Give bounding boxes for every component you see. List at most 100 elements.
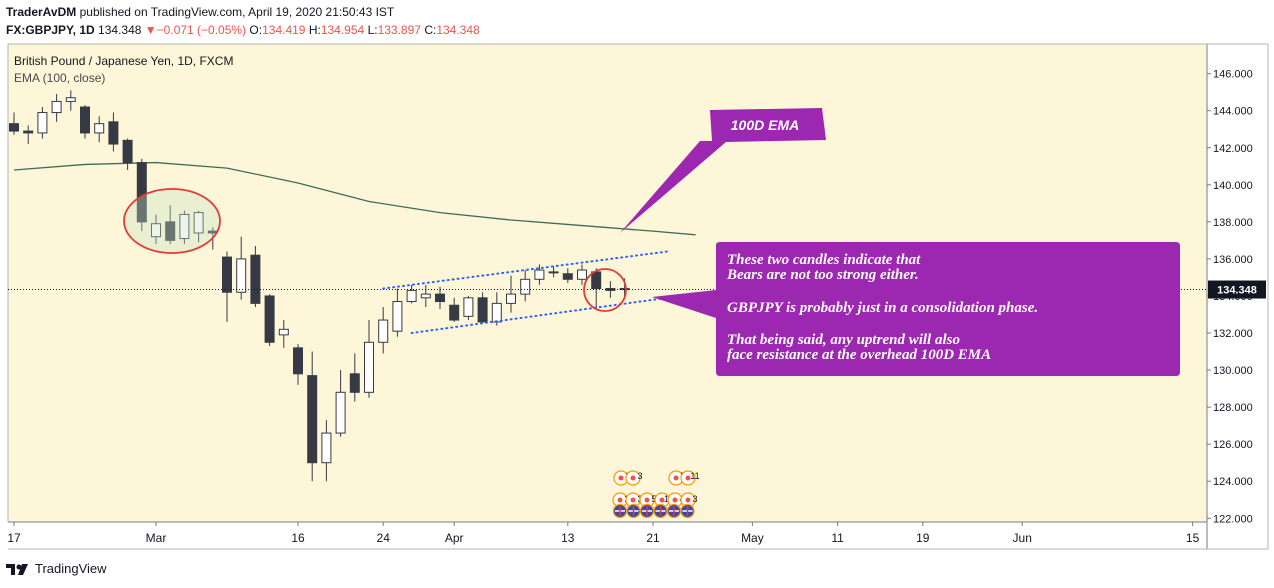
candle bbox=[23, 125, 34, 145]
candle-body bbox=[392, 301, 403, 332]
symbol-label: FX:GBPJPY, 1D bbox=[6, 23, 95, 37]
x-tick-label: Mar bbox=[146, 531, 167, 545]
candle bbox=[108, 112, 119, 152]
chart-legend-indicator: EMA (100, close) bbox=[14, 71, 105, 85]
candle bbox=[420, 284, 431, 308]
last-price-badge bbox=[1208, 280, 1266, 299]
candle-body bbox=[491, 302, 502, 323]
candle bbox=[37, 106, 48, 139]
chart-legend-instrument: British Pound / Japanese Yen, 1D, FXCM bbox=[14, 54, 233, 68]
candle-body bbox=[37, 112, 48, 134]
candle bbox=[463, 295, 474, 321]
candles-circle-april bbox=[583, 268, 627, 312]
candle bbox=[477, 292, 488, 323]
candle-body bbox=[435, 293, 445, 303]
ohlc-line: FX:GBPJPY, 1D 134.348 ▼−0.071 (−0.05%) O… bbox=[6, 23, 480, 37]
candle-body bbox=[619, 288, 630, 291]
candle bbox=[435, 286, 445, 309]
note-callout-line: That being said, any uptrend will also bbox=[727, 332, 960, 348]
candle-body bbox=[80, 106, 90, 134]
candle bbox=[392, 288, 403, 337]
y-tick-label: 142.000 bbox=[1213, 143, 1253, 155]
candle bbox=[534, 264, 545, 285]
candle-body bbox=[321, 432, 332, 464]
footer-brand[interactable]: TradingView bbox=[6, 561, 107, 576]
y-tick-label: 128.000 bbox=[1213, 402, 1253, 414]
candle bbox=[349, 353, 360, 402]
x-tick-label: 13 bbox=[561, 531, 575, 545]
candle-body bbox=[264, 295, 275, 343]
candle-body bbox=[548, 271, 559, 274]
publish-info: published on TradingView.com, April 19, … bbox=[79, 5, 395, 19]
candle bbox=[406, 284, 417, 304]
candle bbox=[236, 236, 247, 300]
event-marker-dot bbox=[630, 475, 636, 481]
candle-body bbox=[278, 328, 289, 336]
candle-body bbox=[463, 297, 474, 317]
candle-body bbox=[136, 162, 147, 223]
candle bbox=[278, 320, 289, 348]
candle bbox=[307, 351, 318, 482]
candle-body bbox=[364, 341, 374, 393]
x-tick-label: 21 bbox=[646, 531, 660, 545]
last-price-badge-label: 134.348 bbox=[1217, 285, 1257, 297]
candle-body bbox=[108, 121, 119, 145]
y-tick-label: 146.000 bbox=[1213, 69, 1253, 81]
candle bbox=[51, 94, 62, 122]
candle-body bbox=[9, 123, 19, 132]
note-callout-line: GBPJPY is probably just in a consolidati… bbox=[727, 300, 1038, 316]
candle-body bbox=[236, 258, 247, 293]
candle bbox=[293, 344, 303, 385]
x-tick-label: 15 bbox=[1186, 531, 1200, 545]
candle-body bbox=[23, 130, 34, 134]
event-marker-dot bbox=[617, 497, 623, 503]
ema-layer bbox=[13, 161, 696, 236]
candle bbox=[506, 275, 516, 313]
ema-callout-shape bbox=[620, 108, 826, 233]
note-callout-line: These two candles indicate that bbox=[727, 252, 921, 268]
low-label: L: bbox=[367, 23, 378, 37]
candle bbox=[577, 264, 587, 285]
last-price: 134.348 bbox=[98, 23, 142, 37]
candle bbox=[151, 214, 161, 245]
y-tick-label: 122.000 bbox=[1213, 513, 1253, 525]
event-marker-dot bbox=[685, 497, 691, 503]
candle bbox=[179, 210, 190, 245]
candle-body bbox=[406, 289, 417, 303]
close-value: 134.348 bbox=[436, 23, 480, 37]
down-arrow-icon: ▼ bbox=[144, 23, 157, 37]
candle-body bbox=[193, 212, 204, 234]
candle bbox=[321, 420, 332, 482]
author-name[interactable]: TraderAvDM bbox=[6, 5, 77, 19]
y-tick-label: 126.000 bbox=[1213, 439, 1253, 451]
event-marker-dot bbox=[673, 475, 679, 481]
candle-body bbox=[165, 221, 176, 241]
high-value: 134.954 bbox=[320, 23, 365, 37]
price-change: −0.071 (−0.05%) bbox=[156, 23, 247, 37]
candle bbox=[9, 112, 19, 135]
candle bbox=[122, 138, 133, 170]
candle bbox=[136, 158, 147, 232]
candle-body bbox=[605, 288, 616, 291]
candle-body bbox=[335, 391, 346, 434]
candle-body bbox=[520, 278, 531, 295]
candle-body bbox=[477, 297, 488, 323]
consolidation-circle-march bbox=[123, 188, 221, 254]
candle bbox=[65, 90, 76, 111]
x-tick-label: May bbox=[741, 531, 764, 545]
ema-callout-label: 100D EMA bbox=[731, 117, 799, 133]
candle-body bbox=[349, 373, 360, 393]
event-marker-count: 5 bbox=[651, 494, 656, 504]
candle bbox=[193, 210, 204, 243]
candles-layer bbox=[9, 90, 630, 482]
candle-body bbox=[449, 304, 460, 321]
candle-body bbox=[250, 254, 261, 304]
candle-body bbox=[122, 139, 133, 164]
x-tick-label: 11 bbox=[831, 531, 844, 545]
ema-line bbox=[13, 161, 696, 236]
candle bbox=[165, 205, 176, 245]
note-callout-shape bbox=[652, 242, 1180, 376]
candle-body bbox=[534, 269, 545, 280]
y-tick-label: 124.000 bbox=[1213, 476, 1253, 488]
